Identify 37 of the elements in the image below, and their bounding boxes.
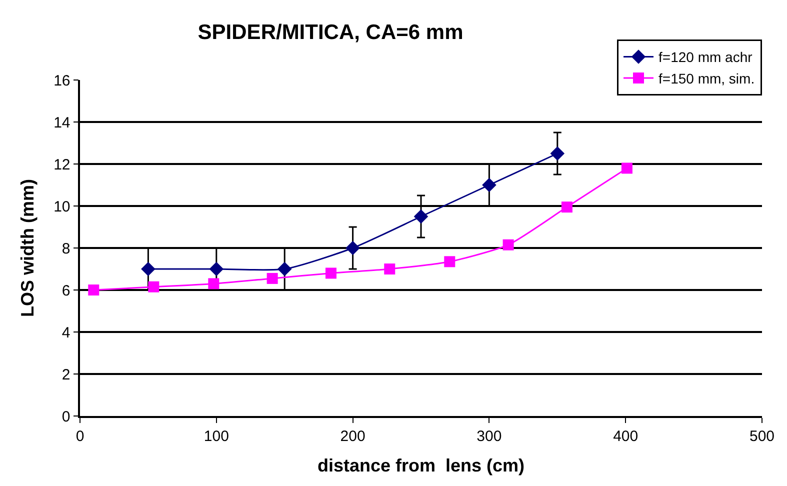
x-tick-label: 300 — [476, 428, 502, 445]
x-tick-label: 500 — [749, 428, 775, 445]
x-tick-label: 200 — [340, 428, 366, 445]
legend-label: f=150 mm, sim. — [658, 70, 755, 86]
point — [88, 284, 100, 296]
legend-label: f=120 mm achr — [658, 49, 753, 66]
y-tick-label: 4 — [62, 324, 70, 342]
y-tick-label: 8 — [62, 240, 70, 258]
point — [148, 281, 160, 292]
point — [346, 240, 360, 256]
x-tick-label: 0 — [76, 428, 84, 445]
point — [325, 268, 336, 279]
point — [482, 178, 496, 192]
y-axis-title: LOS width (mm) — [17, 179, 38, 317]
y-tick-label: 16 — [54, 72, 70, 90]
point — [414, 209, 428, 224]
point — [384, 264, 396, 274]
point — [208, 278, 220, 290]
point — [621, 162, 632, 174]
point — [277, 262, 292, 276]
chart-title: SPIDER/MITICA, CA=6 mm — [198, 21, 464, 44]
x-tick-label: 100 — [204, 428, 229, 445]
point — [209, 262, 224, 276]
point — [502, 239, 514, 250]
y-tick-label: 6 — [62, 282, 70, 300]
x-tick-label: 400 — [613, 428, 638, 445]
point — [550, 146, 565, 161]
y-tick-label: 12 — [54, 156, 70, 174]
y-tick-label: 2 — [62, 366, 70, 384]
x-axis-title: distance from lens (cm) — [317, 455, 525, 476]
y-tick-label: 10 — [54, 198, 70, 216]
point — [561, 202, 572, 213]
y-tick-label: 14 — [54, 114, 70, 132]
y-tick-label: 0 — [62, 408, 70, 426]
point — [444, 256, 456, 268]
point — [266, 272, 278, 284]
point — [141, 262, 156, 276]
